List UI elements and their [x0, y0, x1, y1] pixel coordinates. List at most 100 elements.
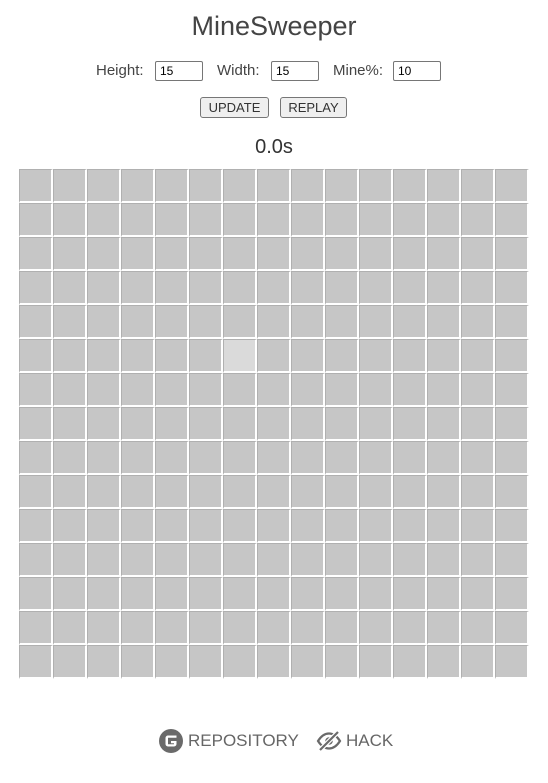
board-cell[interactable] — [325, 305, 359, 339]
board-cell[interactable] — [155, 271, 189, 305]
board-cell[interactable] — [257, 203, 291, 237]
board-cell[interactable] — [359, 169, 393, 203]
board-cell[interactable] — [427, 169, 461, 203]
board-cell[interactable] — [223, 543, 257, 577]
board-cell[interactable] — [155, 169, 189, 203]
board-cell[interactable] — [325, 475, 359, 509]
board-cell[interactable] — [53, 577, 87, 611]
board-cell[interactable] — [53, 611, 87, 645]
board-cell[interactable] — [189, 373, 223, 407]
board-cell[interactable] — [359, 305, 393, 339]
board-cell[interactable] — [53, 543, 87, 577]
board-cell[interactable] — [257, 543, 291, 577]
board-cell[interactable] — [87, 203, 121, 237]
board-cell[interactable] — [155, 611, 189, 645]
board-cell[interactable] — [223, 475, 257, 509]
board-cell[interactable] — [189, 475, 223, 509]
board-cell[interactable] — [427, 373, 461, 407]
board-cell[interactable] — [121, 373, 155, 407]
board-cell[interactable] — [325, 611, 359, 645]
board-cell[interactable] — [87, 237, 121, 271]
board-cell[interactable] — [393, 169, 427, 203]
board-cell[interactable] — [223, 577, 257, 611]
board-cell[interactable] — [291, 373, 325, 407]
board-cell[interactable] — [189, 441, 223, 475]
board-cell[interactable] — [359, 611, 393, 645]
board-cell[interactable] — [257, 611, 291, 645]
board-cell[interactable] — [291, 407, 325, 441]
board-cell[interactable] — [87, 475, 121, 509]
board-cell[interactable] — [53, 441, 87, 475]
board-cell[interactable] — [359, 373, 393, 407]
board-cell[interactable] — [121, 407, 155, 441]
board-cell[interactable] — [461, 475, 495, 509]
board-cell[interactable] — [19, 339, 53, 373]
board-cell[interactable] — [53, 373, 87, 407]
board-cell[interactable] — [359, 509, 393, 543]
board-cell[interactable] — [427, 543, 461, 577]
board-cell[interactable] — [19, 441, 53, 475]
board-cell[interactable] — [223, 237, 257, 271]
board-cell[interactable] — [427, 577, 461, 611]
board-cell[interactable] — [257, 305, 291, 339]
board-cell[interactable] — [257, 237, 291, 271]
board-cell[interactable] — [257, 373, 291, 407]
hack-link[interactable]: HACK — [316, 727, 393, 755]
board-cell[interactable] — [121, 475, 155, 509]
board-cell[interactable] — [257, 475, 291, 509]
board-cell[interactable] — [257, 169, 291, 203]
board-cell[interactable] — [87, 543, 121, 577]
board-cell[interactable] — [155, 203, 189, 237]
board-cell[interactable] — [495, 203, 529, 237]
board-cell[interactable] — [291, 339, 325, 373]
board-cell[interactable] — [325, 169, 359, 203]
board-cell[interactable] — [291, 577, 325, 611]
board-cell[interactable] — [257, 577, 291, 611]
board-cell[interactable] — [121, 339, 155, 373]
board-cell[interactable] — [53, 305, 87, 339]
board-cell[interactable] — [359, 577, 393, 611]
board-cell[interactable] — [87, 577, 121, 611]
board-cell[interactable] — [291, 645, 325, 679]
board-cell[interactable] — [393, 441, 427, 475]
board-cell[interactable] — [223, 203, 257, 237]
board-cell[interactable] — [155, 577, 189, 611]
board-cell[interactable] — [495, 373, 529, 407]
board-cell[interactable] — [189, 407, 223, 441]
board-cell[interactable] — [121, 543, 155, 577]
board-cell[interactable] — [325, 339, 359, 373]
board-cell[interactable] — [427, 237, 461, 271]
board-cell[interactable] — [393, 407, 427, 441]
board-cell[interactable] — [359, 203, 393, 237]
board-cell[interactable] — [19, 237, 53, 271]
board-cell[interactable] — [121, 169, 155, 203]
board-cell[interactable] — [393, 509, 427, 543]
board-cell[interactable] — [189, 611, 223, 645]
board-cell[interactable] — [325, 407, 359, 441]
board-cell[interactable] — [461, 339, 495, 373]
board-cell[interactable] — [325, 509, 359, 543]
board-cell[interactable] — [461, 271, 495, 305]
update-button[interactable]: UPDATE — [200, 97, 269, 118]
board-cell[interactable] — [19, 509, 53, 543]
board-cell[interactable] — [325, 645, 359, 679]
board-cell[interactable] — [461, 305, 495, 339]
board-cell[interactable] — [53, 169, 87, 203]
board-cell[interactable] — [291, 611, 325, 645]
board-cell[interactable] — [53, 509, 87, 543]
board-cell[interactable] — [291, 543, 325, 577]
board-cell[interactable] — [19, 203, 53, 237]
board-cell[interactable] — [189, 577, 223, 611]
board-cell[interactable] — [87, 169, 121, 203]
board-cell[interactable] — [461, 611, 495, 645]
board-cell[interactable] — [461, 509, 495, 543]
board-cell[interactable] — [19, 475, 53, 509]
board-cell[interactable] — [427, 271, 461, 305]
board-cell[interactable] — [359, 237, 393, 271]
board-cell[interactable] — [155, 339, 189, 373]
board-cell[interactable] — [19, 305, 53, 339]
board-cell[interactable] — [461, 373, 495, 407]
board-cell[interactable] — [155, 373, 189, 407]
board-cell[interactable] — [427, 339, 461, 373]
board-cell[interactable] — [53, 203, 87, 237]
